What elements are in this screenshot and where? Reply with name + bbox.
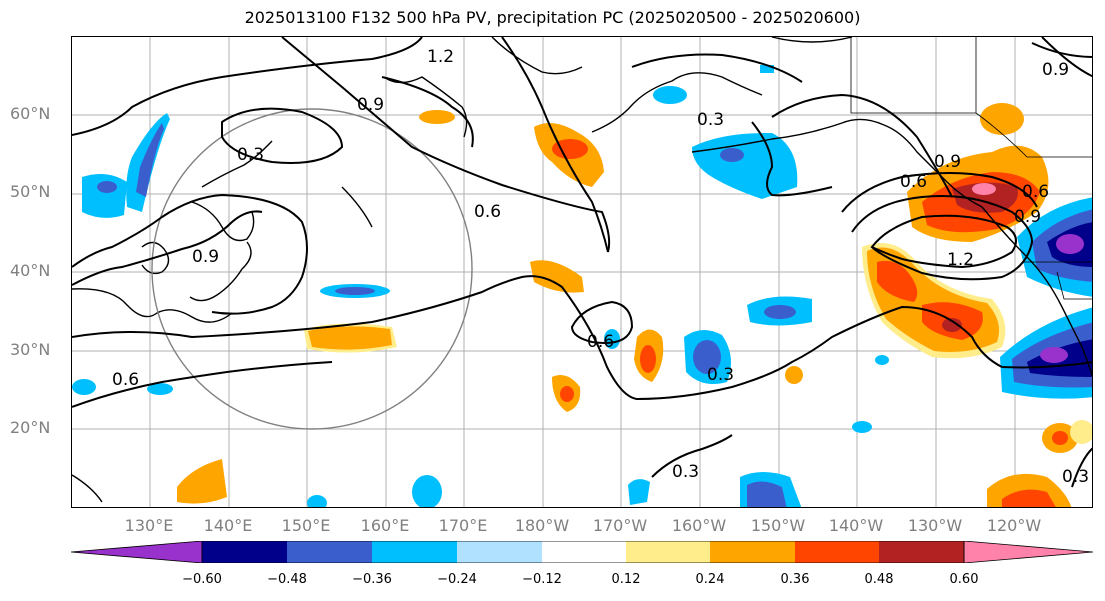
contour-label: 0.3 bbox=[237, 145, 264, 165]
great-circle bbox=[151, 108, 473, 430]
lon-label-150e: 150°E bbox=[281, 516, 331, 535]
lon-label-160e: 160°E bbox=[360, 516, 410, 535]
colorbar-bin bbox=[542, 541, 626, 563]
colorbar-tick-label: 0.60 bbox=[949, 572, 979, 587]
lat-label-30n: 30°N bbox=[10, 340, 51, 359]
lon-label-120w: 120°W bbox=[986, 516, 1042, 535]
colorbar-bin bbox=[372, 541, 457, 563]
graticule bbox=[72, 37, 1092, 507]
colorbar-under-triangle bbox=[70, 540, 203, 564]
lat-label-20n: 20°N bbox=[10, 418, 51, 437]
pv-contours bbox=[72, 37, 1092, 488]
contour-label: 0.3 bbox=[672, 462, 699, 482]
colorbar-tick-label: 0.12 bbox=[611, 572, 641, 587]
lon-label-170w: 170°W bbox=[592, 516, 648, 535]
colorbar bbox=[70, 540, 1094, 567]
contour-label: 1.2 bbox=[427, 47, 454, 67]
precipitation-shading bbox=[72, 65, 1092, 507]
contour-label: 0.9 bbox=[357, 95, 384, 115]
colorbar-bin bbox=[287, 541, 372, 563]
lon-label-170e: 170°E bbox=[438, 516, 488, 535]
colorbar-tick-label: −0.60 bbox=[182, 572, 222, 587]
contour-label: 0.6 bbox=[1022, 182, 1049, 202]
lon-label-160w: 160°W bbox=[671, 516, 727, 535]
political-borders bbox=[850, 37, 1092, 300]
map-panel: 1.2 0.9 0.3 0.9 0.6 0.3 0.9 0.6 0.6 0.3 … bbox=[71, 36, 1093, 508]
colorbar-bin bbox=[457, 541, 542, 563]
contour-label: 0.6 bbox=[474, 202, 501, 222]
contour-label: 0.9 bbox=[1042, 60, 1069, 80]
lat-label-50n: 50°N bbox=[10, 182, 51, 201]
lon-label-180w: 180°W bbox=[514, 516, 570, 535]
lon-label-140e: 140°E bbox=[203, 516, 253, 535]
contour-label: 0.9 bbox=[1014, 207, 1041, 227]
lat-label-60n: 60°N bbox=[10, 104, 51, 123]
contour-label: 0.3 bbox=[697, 110, 724, 130]
map-title: 2025013100 F132 500 hPa PV, precipitatio… bbox=[244, 8, 861, 27]
colorbar-bin bbox=[626, 541, 710, 563]
colorbar-tick-label: 0.36 bbox=[780, 572, 810, 587]
colorbar-bin bbox=[710, 541, 795, 563]
coastlines bbox=[72, 37, 1092, 503]
colorbar-bin bbox=[202, 541, 287, 563]
colorbar-tick-label: −0.36 bbox=[352, 572, 392, 587]
contour-label: 0.6 bbox=[587, 332, 614, 352]
pv-contour-labels: 1.2 0.9 0.3 0.9 0.6 0.3 0.9 0.6 0.6 0.3 … bbox=[112, 47, 1089, 487]
lon-label-130e: 130°E bbox=[124, 516, 174, 535]
colorbar-tick-label: 0.24 bbox=[695, 572, 725, 587]
contour-label: 0.9 bbox=[192, 247, 219, 267]
colorbar-bin bbox=[879, 541, 964, 563]
contour-label: 1.2 bbox=[947, 250, 974, 270]
colorbar-tick-label: −0.12 bbox=[522, 572, 562, 587]
colorbar-tick-label: −0.48 bbox=[267, 572, 307, 587]
contour-label: 0.6 bbox=[900, 172, 927, 192]
contour-label: 0.3 bbox=[1062, 467, 1089, 487]
colorbar-over-triangle bbox=[963, 540, 1094, 564]
lat-label-40n: 40°N bbox=[10, 261, 51, 280]
contour-label: 0.3 bbox=[707, 365, 734, 385]
colorbar-tick-label: −0.24 bbox=[437, 572, 477, 587]
colorbar-bin bbox=[795, 541, 879, 563]
contour-label: 0.6 bbox=[112, 370, 139, 390]
lon-label-140w: 140°W bbox=[828, 516, 884, 535]
lon-label-150w: 150°W bbox=[750, 516, 806, 535]
colorbar-tick-label: 0.48 bbox=[864, 572, 894, 587]
lon-label-130w: 130°W bbox=[907, 516, 963, 535]
contour-label: 0.9 bbox=[934, 152, 961, 172]
